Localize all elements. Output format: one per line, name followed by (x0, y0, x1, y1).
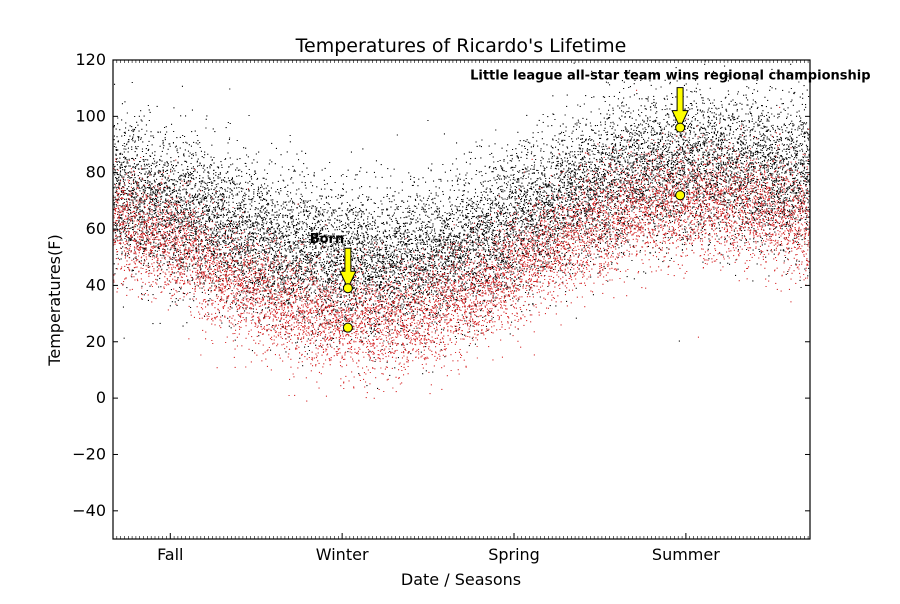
annotation-arrow (339, 247, 357, 290)
chart-title: Temperatures of Ricardo's Lifetime (295, 35, 627, 57)
x-minor-ticks (112, 60, 809, 539)
highlight-point (342, 322, 353, 333)
y-tick-label: −40 (72, 501, 106, 520)
x-tick-label-summer: Summer (652, 545, 720, 564)
y-tick-label: 100 (75, 106, 106, 125)
x-tick-label-spring: Spring (488, 545, 540, 564)
x-tick-label-winter: Winter (316, 545, 369, 564)
y-axis-title: Temperatures(F) (45, 234, 64, 366)
annotations-layer: Born Little league all-star team wins reg… (310, 69, 871, 333)
x-axis-title: Date / Seasons (401, 570, 521, 589)
data-points-layer (113, 60, 810, 402)
y-tick-label: 60 (86, 219, 106, 238)
plot-frame (112, 59, 811, 540)
annotation-arrow (671, 87, 689, 129)
annotation-championship: Little league all-star team wins regiona… (470, 69, 870, 84)
series-points-lows (113, 89, 810, 402)
y-tick-label: 20 (86, 332, 106, 351)
y-tick-label: −20 (72, 444, 106, 463)
highlight-point (675, 122, 686, 133)
series-points-highs (113, 60, 810, 389)
y-tick-label: 0 (96, 388, 106, 407)
y-tick-label: 80 (86, 163, 106, 182)
axes: −40 −20 0 20 40 60 80 100 120 Fall Winter Spring Sum… (72, 50, 811, 564)
annotation-born: Born (310, 232, 345, 247)
y-tick-label: 120 (75, 50, 106, 69)
highlight-point (342, 283, 353, 294)
highlight-point (675, 190, 686, 201)
y-tick-label: 40 (86, 275, 106, 294)
x-tick-label-fall: Fall (157, 545, 183, 564)
